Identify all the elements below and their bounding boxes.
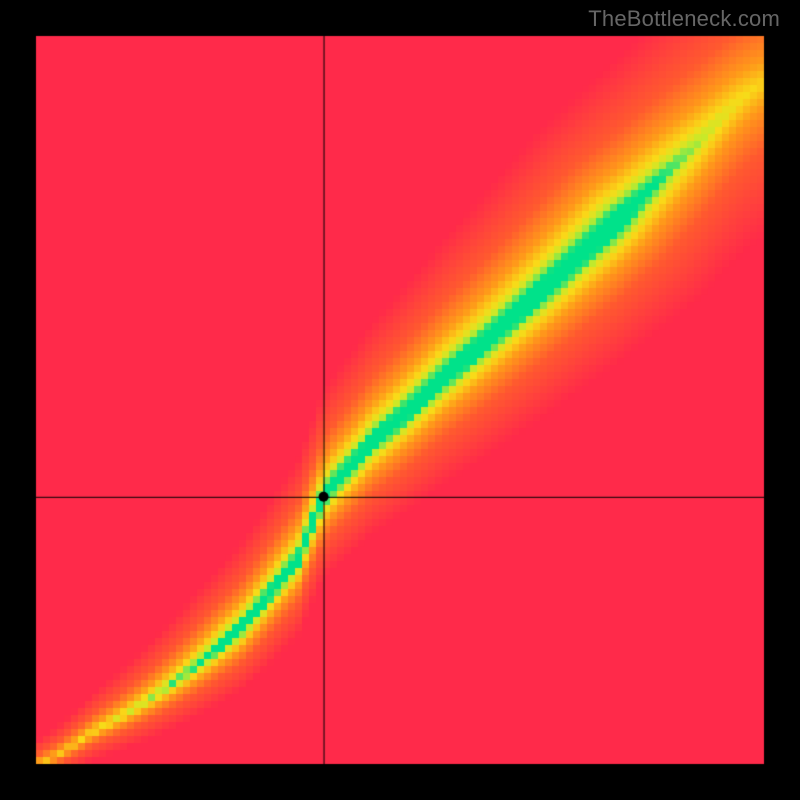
bottleneck-heatmap bbox=[0, 0, 800, 800]
chart-container: TheBottleneck.com bbox=[0, 0, 800, 800]
attribution-text: TheBottleneck.com bbox=[588, 6, 780, 32]
